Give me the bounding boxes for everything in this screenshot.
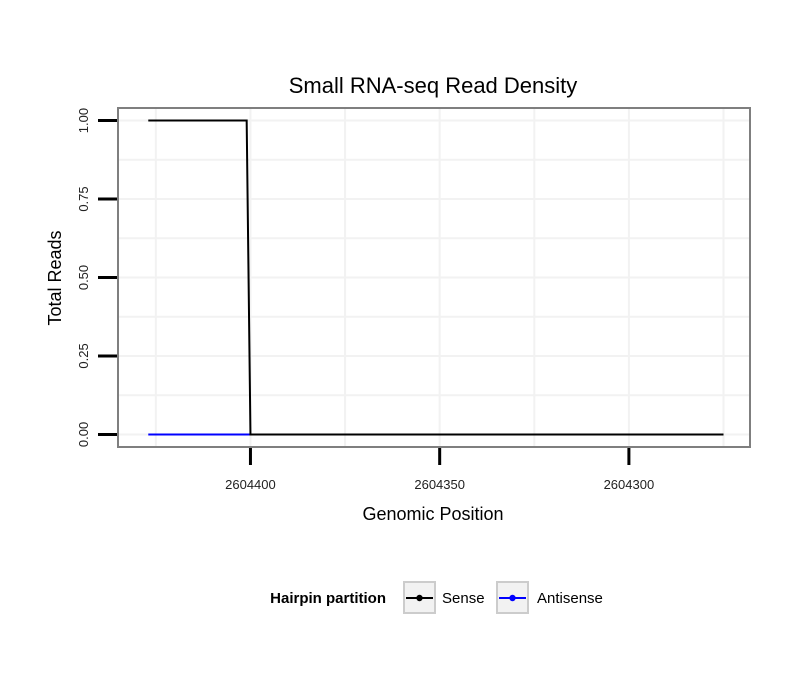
y-tick-label: 0.25 bbox=[76, 343, 91, 368]
series-line-sense bbox=[148, 119, 724, 436]
y-tick-label: 0.00 bbox=[76, 422, 91, 447]
legend-key-antisense-point bbox=[509, 594, 516, 602]
y-tick-label: 1.00 bbox=[76, 108, 91, 133]
legend-title: Hairpin partition bbox=[270, 590, 386, 607]
y-tick-label: 0.75 bbox=[76, 186, 91, 211]
legend-label-antisense: Antisense bbox=[537, 590, 603, 607]
y-axis: 0.00 0.25 0.50 0.75 1.00 bbox=[76, 108, 117, 447]
x-axis-title: Genomic Position bbox=[362, 504, 503, 524]
x-tick-label: 2604400 bbox=[225, 477, 276, 492]
y-axis-title: Total Reads bbox=[45, 230, 65, 325]
y-tick-label: 0.50 bbox=[76, 265, 91, 290]
legend: Hairpin partition Sense Antisense bbox=[270, 581, 603, 614]
x-tick-label: 2604300 bbox=[604, 477, 655, 492]
legend-label-sense: Sense bbox=[442, 590, 485, 607]
grid bbox=[118, 108, 750, 447]
x-tick-label: 2604350 bbox=[414, 477, 465, 492]
legend-key-sense-point bbox=[416, 594, 423, 602]
x-axis: 2604400 2604350 2604300 bbox=[225, 448, 654, 492]
chart-title: Small RNA-seq Read Density bbox=[289, 73, 578, 98]
series-layer bbox=[148, 119, 724, 436]
plot-panel-border bbox=[117, 107, 751, 448]
